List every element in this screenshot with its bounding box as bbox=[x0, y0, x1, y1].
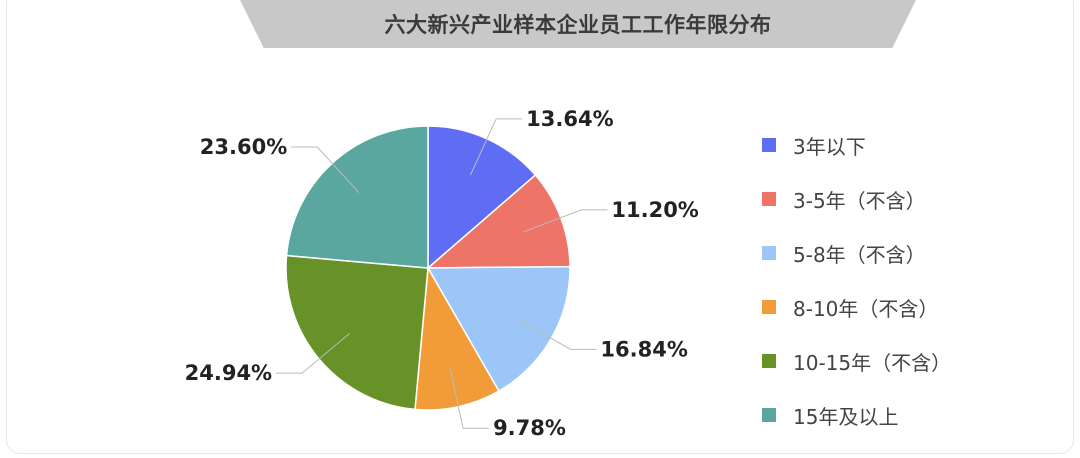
legend-label: 10-15年（不含） bbox=[793, 350, 952, 375]
data-label: 16.84% bbox=[600, 337, 687, 361]
chart-title: 六大新兴产业样本企业员工工作年限分布 bbox=[384, 13, 772, 37]
title-banner bbox=[240, 0, 916, 48]
data-label: 24.94% bbox=[185, 361, 272, 385]
legend-item: 3-5年（不含） bbox=[762, 172, 951, 226]
leader-line bbox=[449, 367, 490, 429]
legend-label: 8-10年（不含） bbox=[793, 296, 939, 321]
legend-label: 3-5年（不含） bbox=[793, 188, 926, 213]
leader-line bbox=[523, 209, 608, 233]
data-label: 23.60% bbox=[200, 135, 287, 159]
data-label: 9.78% bbox=[493, 416, 566, 440]
legend: 3年以下 3-5年（不含） 5-8年（不含） 8-10年（不含） 10-15年（不含） 1… bbox=[762, 118, 951, 442]
legend-item: 8-10年（不含） bbox=[762, 280, 951, 334]
chart-frame bbox=[6, 0, 1074, 454]
legend-swatch bbox=[762, 354, 776, 368]
leader-line bbox=[276, 333, 350, 374]
legend-swatch bbox=[762, 408, 776, 422]
legend-swatch bbox=[762, 192, 776, 206]
leader-line bbox=[516, 318, 597, 350]
legend-swatch bbox=[762, 138, 776, 152]
pie-slice bbox=[285, 254, 429, 411]
data-label: 13.64% bbox=[526, 107, 613, 131]
legend-swatch bbox=[762, 300, 776, 314]
legend-label: 15年及以上 bbox=[793, 404, 899, 429]
data-label: 11.20% bbox=[611, 198, 698, 222]
legend-swatch bbox=[762, 246, 776, 260]
legend-label: 5-8年（不含） bbox=[793, 242, 926, 267]
legend-item: 3年以下 bbox=[762, 118, 951, 172]
legend-label: 3年以下 bbox=[793, 134, 866, 159]
leader-line bbox=[470, 118, 523, 176]
legend-item: 5-8年（不含） bbox=[762, 226, 951, 280]
leader-line bbox=[291, 146, 360, 193]
legend-item: 15年及以上 bbox=[762, 388, 951, 442]
legend-item: 10-15年（不含） bbox=[762, 334, 951, 388]
